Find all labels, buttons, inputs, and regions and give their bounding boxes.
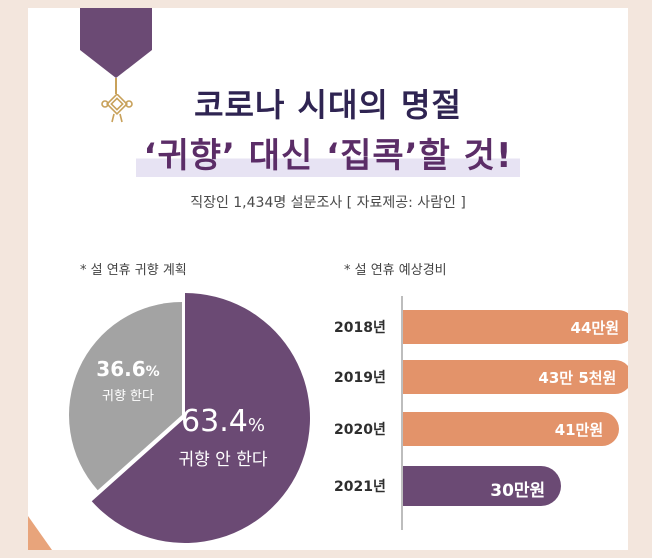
bar-value-label: 41만원 (554, 421, 604, 439)
bar (403, 466, 562, 506)
bar (403, 412, 620, 446)
bar (403, 310, 628, 344)
pie-big-percent: 63.4% (181, 404, 265, 439)
headline-highlight: ‘귀향’ 대신 ‘집콕’할 것! (135, 128, 521, 177)
bar-category-label: 2021년 (334, 479, 386, 495)
pie-slice-not-going-home (91, 293, 310, 543)
bar-category-label: 2018년 (334, 320, 386, 336)
bar-category-label: 2020년 (334, 422, 386, 438)
bar (403, 360, 628, 394)
corner-decoration (28, 516, 52, 550)
pie-chart: 63.4% 귀향 안 한다 36.6% 귀향 한다 (68, 293, 310, 543)
pie-slice-going-home (68, 302, 182, 491)
bar-chart-title: * 설 연휴 예상경비 (344, 263, 447, 278)
ribbon-bookmark (80, 8, 152, 78)
bar-value-label: 30만원 (490, 481, 546, 501)
pie-chart-title: * 설 연휴 귀향 계획 (80, 263, 187, 278)
bar-category-label: 2019년 (334, 370, 386, 386)
bar-value-label: 43만 5천원 (538, 369, 617, 387)
headline: 코로나 시대의 명절 (194, 86, 462, 124)
ribbon-cord (115, 78, 117, 94)
pie-small-label: 귀향 한다 (102, 389, 154, 404)
bar-axis-line (401, 296, 403, 530)
survey-source: 직장인 1,434명 설문조사 [ 자료제공: 사람인 ] (190, 195, 466, 211)
bar-value-label: 44만원 (570, 319, 619, 337)
infographic-card: 코로나 시대의 명절 ‘귀향’ 대신 ‘집콕’할 것! 직장인 1,434명 설… (28, 8, 628, 550)
pie-small-percent: 36.6% (96, 357, 159, 381)
knot-ornament-icon (101, 94, 133, 123)
pie-big-label: 귀향 안 한다 (178, 450, 267, 470)
